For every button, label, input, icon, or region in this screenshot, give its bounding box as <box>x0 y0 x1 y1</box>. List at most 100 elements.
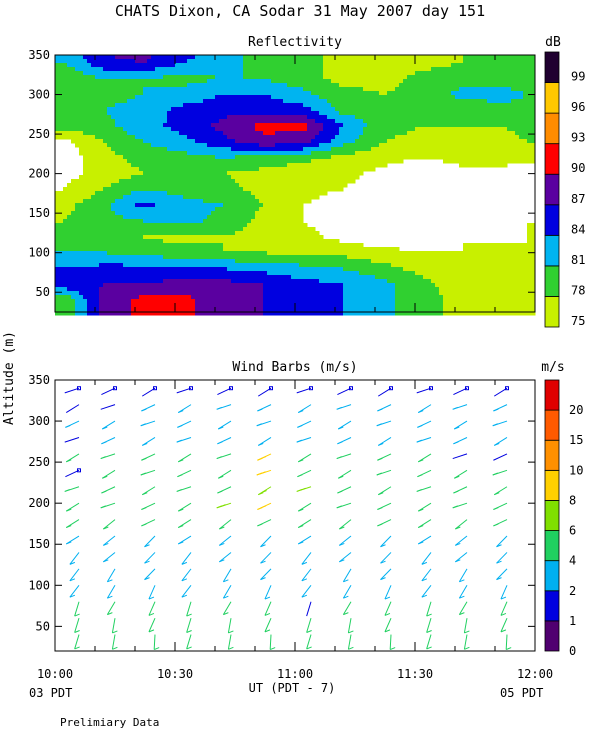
reflectivity-cell <box>107 155 112 160</box>
reflectivity-cell <box>111 227 116 232</box>
reflectivity-cell <box>187 191 192 196</box>
reflectivity-cell <box>131 167 136 172</box>
reflectivity-cell <box>59 199 64 204</box>
reflectivity-cell <box>191 115 196 120</box>
reflectivity-cell <box>71 115 76 120</box>
reflectivity-cell <box>363 163 368 168</box>
reflectivity-cell <box>507 103 512 108</box>
reflectivity-cell <box>303 171 308 176</box>
reflectivity-cell <box>267 171 272 176</box>
reflectivity-cell <box>475 55 480 60</box>
reflectivity-cell <box>79 235 84 240</box>
reflectivity-cell <box>359 147 364 152</box>
reflectivity-cell <box>195 139 200 144</box>
reflectivity-cell <box>515 243 520 248</box>
reflectivity-cell <box>263 95 268 100</box>
reflectivity-cell <box>503 243 508 248</box>
reflectivity-cell <box>143 207 148 212</box>
reflectivity-cell <box>347 71 352 76</box>
reflectivity-cell <box>103 103 108 108</box>
reflectivity-cell <box>483 79 488 84</box>
reflectivity-cell <box>367 143 372 148</box>
reflectivity-cell <box>171 67 176 72</box>
reflectivity-cell <box>323 187 328 192</box>
reflectivity-cell <box>99 235 104 240</box>
reflectivity-cell <box>83 251 88 256</box>
reflectivity-cell <box>463 103 468 108</box>
reflectivity-cell <box>435 143 440 148</box>
reflectivity-cell <box>463 95 468 100</box>
reflectivity-cell <box>491 111 496 116</box>
reflectivity-cell <box>239 123 244 128</box>
reflectivity-cell <box>91 139 96 144</box>
reflectivity-cell <box>107 183 112 188</box>
reflectivity-cell <box>331 123 336 128</box>
reflectivity-cell <box>59 123 64 128</box>
reflectivity-cell <box>67 187 72 192</box>
reflectivity-cell <box>187 87 192 92</box>
reflectivity-cell <box>119 183 124 188</box>
reflectivity-cell <box>55 115 60 120</box>
reflectivity-cell <box>199 243 204 248</box>
reflectivity-cell <box>523 251 528 256</box>
reflectivity-cell <box>107 59 112 64</box>
reflectivity-cell <box>383 107 388 112</box>
reflectivity-cell <box>155 83 160 88</box>
reflectivity-cell <box>343 147 348 152</box>
reflectivity-cell <box>331 115 336 120</box>
reflectivity-cell <box>163 139 168 144</box>
reflectivity-cell <box>175 127 180 132</box>
reflectivity-cell <box>439 83 444 88</box>
reflectivity-cell <box>215 255 220 260</box>
reflectivity-cell <box>387 255 392 260</box>
reflectivity-cell <box>315 119 320 124</box>
reflectivity-cell <box>123 87 128 92</box>
reflectivity-cell <box>207 135 212 140</box>
reflectivity-cell <box>231 99 236 104</box>
reflectivity-cell <box>207 59 212 64</box>
reflectivity-cell <box>327 139 332 144</box>
reflectivity-cell <box>231 163 236 168</box>
reflectivity-cell <box>175 171 180 176</box>
reflectivity-cell <box>139 111 144 116</box>
reflectivity-cell <box>443 147 448 152</box>
reflectivity-cell <box>247 207 252 212</box>
reflectivity-cell <box>339 131 344 136</box>
reflectivity-cell <box>239 91 244 96</box>
reflectivity-cell <box>291 215 296 220</box>
reflectivity-cell <box>459 255 464 260</box>
reflectivity-cell <box>291 243 296 248</box>
reflectivity-cell <box>199 247 204 252</box>
reflectivity-cell <box>151 103 156 108</box>
reflectivity-cell <box>91 167 96 172</box>
reflectivity-cell <box>195 207 200 212</box>
reflectivity-cell <box>331 163 336 168</box>
reflectivity-cell <box>79 67 84 72</box>
reflectivity-cell <box>63 203 68 208</box>
reflectivity-cell <box>91 111 96 116</box>
reflectivity-cell <box>311 171 316 176</box>
reflectivity-cell <box>211 119 216 124</box>
figure-title: CHATS Dixon, CA Sodar 31 May 2007 day 15… <box>115 2 485 20</box>
reflectivity-cell <box>531 139 536 144</box>
reflectivity-cell <box>443 87 448 92</box>
reflectivity-cell <box>239 187 244 192</box>
reflectivity-cell <box>427 79 432 84</box>
reflectivity-cell <box>75 91 80 96</box>
reflectivity-cell <box>183 59 188 64</box>
reflectivity-cell <box>203 135 208 140</box>
reflectivity-cell <box>435 59 440 64</box>
reflectivity-cell <box>367 163 372 168</box>
reflectivity-cell <box>311 251 316 256</box>
reflectivity-cell <box>243 171 248 176</box>
reflectivity-cell <box>103 91 108 96</box>
reflectivity-cell <box>375 75 380 80</box>
reflectivity-cell <box>371 251 376 256</box>
reflectivity-cell <box>107 99 112 104</box>
reflectivity-cell <box>315 123 320 128</box>
reflectivity-cell <box>187 103 192 108</box>
reflectivity-cell <box>223 255 228 260</box>
reflectivity-cell <box>307 63 312 68</box>
reflectivity-cell <box>295 219 300 224</box>
reflectivity-cell <box>203 223 208 228</box>
